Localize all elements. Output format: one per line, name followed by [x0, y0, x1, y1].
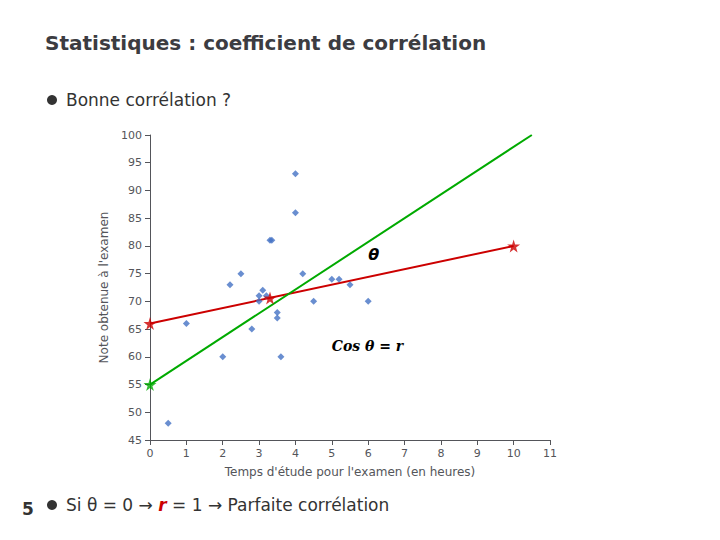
svg-text:Note obtenue à l'examen: Note obtenue à l'examen [97, 212, 111, 364]
svg-text:1: 1 [183, 447, 190, 460]
svg-text:= 1 → Parfaite corrélation: = 1 → Parfaite corrélation [167, 495, 390, 515]
svg-text:Bonne corrélation ?: Bonne corrélation ? [66, 90, 231, 110]
svg-text:Statistiques : coefficient de: Statistiques : coefficient de corrélatio… [45, 31, 486, 55]
svg-text:5: 5 [328, 447, 335, 460]
svg-text:80: 80 [128, 239, 142, 252]
svg-text:45: 45 [128, 434, 142, 447]
svg-text:60: 60 [128, 350, 142, 363]
svg-text:11: 11 [543, 447, 557, 460]
svg-text:θ: θ [368, 245, 379, 264]
svg-text:4: 4 [292, 447, 299, 460]
svg-text:70: 70 [128, 295, 142, 308]
svg-text:8: 8 [437, 447, 444, 460]
svg-text:85: 85 [128, 212, 142, 225]
svg-text:50: 50 [128, 406, 142, 419]
svg-text:55: 55 [128, 378, 142, 391]
svg-text:7: 7 [401, 447, 408, 460]
svg-text:3: 3 [256, 447, 263, 460]
svg-text:100: 100 [121, 129, 142, 142]
svg-text:95: 95 [128, 156, 142, 169]
svg-text:r: r [158, 495, 167, 515]
svg-text:75: 75 [128, 267, 142, 280]
svg-text:Si θ = 0 →: Si θ = 0 → [66, 495, 158, 515]
svg-text:90: 90 [128, 184, 142, 197]
svg-text:2: 2 [219, 447, 226, 460]
svg-text:65: 65 [128, 323, 142, 336]
svg-text:Temps d'étude pour l'examen (e: Temps d'étude pour l'examen (en heures) [224, 465, 476, 479]
svg-text:10: 10 [507, 447, 521, 460]
svg-text:6: 6 [365, 447, 372, 460]
svg-text:9: 9 [474, 447, 481, 460]
svg-text:5: 5 [22, 499, 34, 519]
svg-text:0: 0 [147, 447, 154, 460]
svg-text:Cos θ = r: Cos θ = r [332, 338, 405, 354]
